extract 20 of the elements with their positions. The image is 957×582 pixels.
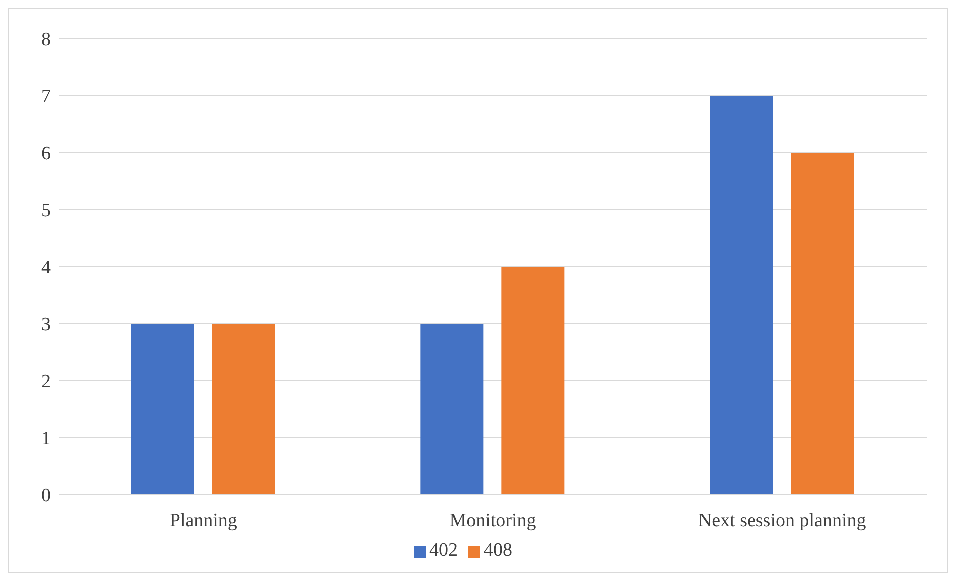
x-tick-label: Next session planning <box>698 510 867 532</box>
bar <box>791 153 854 495</box>
legend-label: 408 <box>484 540 512 561</box>
bar <box>212 324 276 495</box>
bar <box>502 267 565 495</box>
y-tick-label: 7 <box>42 86 51 108</box>
y-tick-label: 4 <box>42 258 52 279</box>
y-tick-label: 6 <box>42 144 51 165</box>
bar <box>420 324 484 495</box>
bar <box>131 324 194 495</box>
y-tick-label: 2 <box>42 372 51 393</box>
bar <box>710 96 773 495</box>
y-tick-label: 1 <box>42 428 51 450</box>
y-tick-label: 0 <box>42 486 51 507</box>
y-tick-label: 8 <box>42 30 51 51</box>
y-tick-label: 3 <box>42 314 51 336</box>
y-tick-label: 5 <box>42 200 51 222</box>
legend-label: 402 <box>430 540 458 561</box>
x-tick-label: Monitoring <box>450 510 537 532</box>
x-tick-label: Planning <box>170 510 238 532</box>
